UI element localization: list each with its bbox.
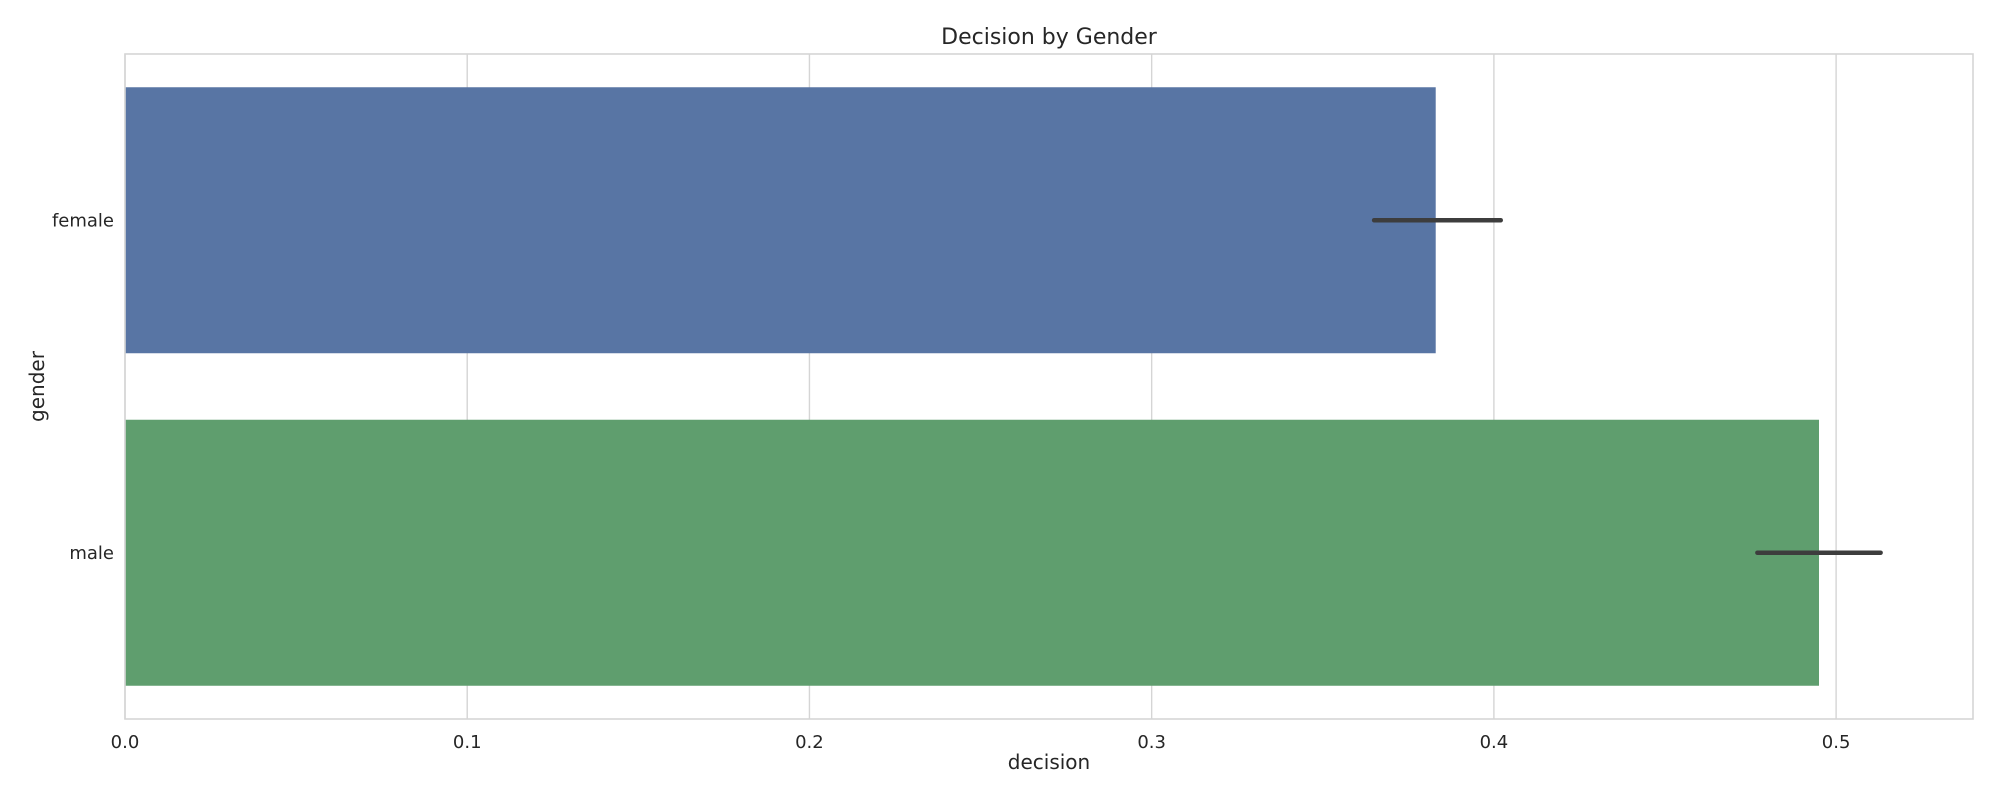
error-bars bbox=[1371, 218, 1883, 555]
x-tick-label: 0.3 bbox=[1137, 732, 1166, 753]
bar-female bbox=[125, 87, 1436, 354]
y-tick-labels: female male bbox=[52, 210, 114, 564]
y-tick-label: female bbox=[52, 210, 114, 231]
bars bbox=[125, 87, 1819, 686]
x-axis-label: decision bbox=[1008, 750, 1090, 774]
plot-frame bbox=[124, 53, 1974, 720]
y-axis-label: gender bbox=[25, 350, 49, 422]
x-tick-label: 0.0 bbox=[111, 732, 140, 753]
y-tick-label: male bbox=[69, 543, 114, 564]
x-tick-label: 0.1 bbox=[453, 732, 482, 753]
x-tick-label: 0.5 bbox=[1822, 732, 1851, 753]
x-tick-labels: 0.0 0.1 0.2 0.3 0.4 0.5 bbox=[111, 732, 1851, 753]
x-tick-label: 0.2 bbox=[795, 732, 824, 753]
chart-title: Decision by Gender bbox=[941, 25, 1158, 50]
bar-male bbox=[125, 419, 1819, 686]
x-tick-label: 0.4 bbox=[1480, 732, 1509, 753]
